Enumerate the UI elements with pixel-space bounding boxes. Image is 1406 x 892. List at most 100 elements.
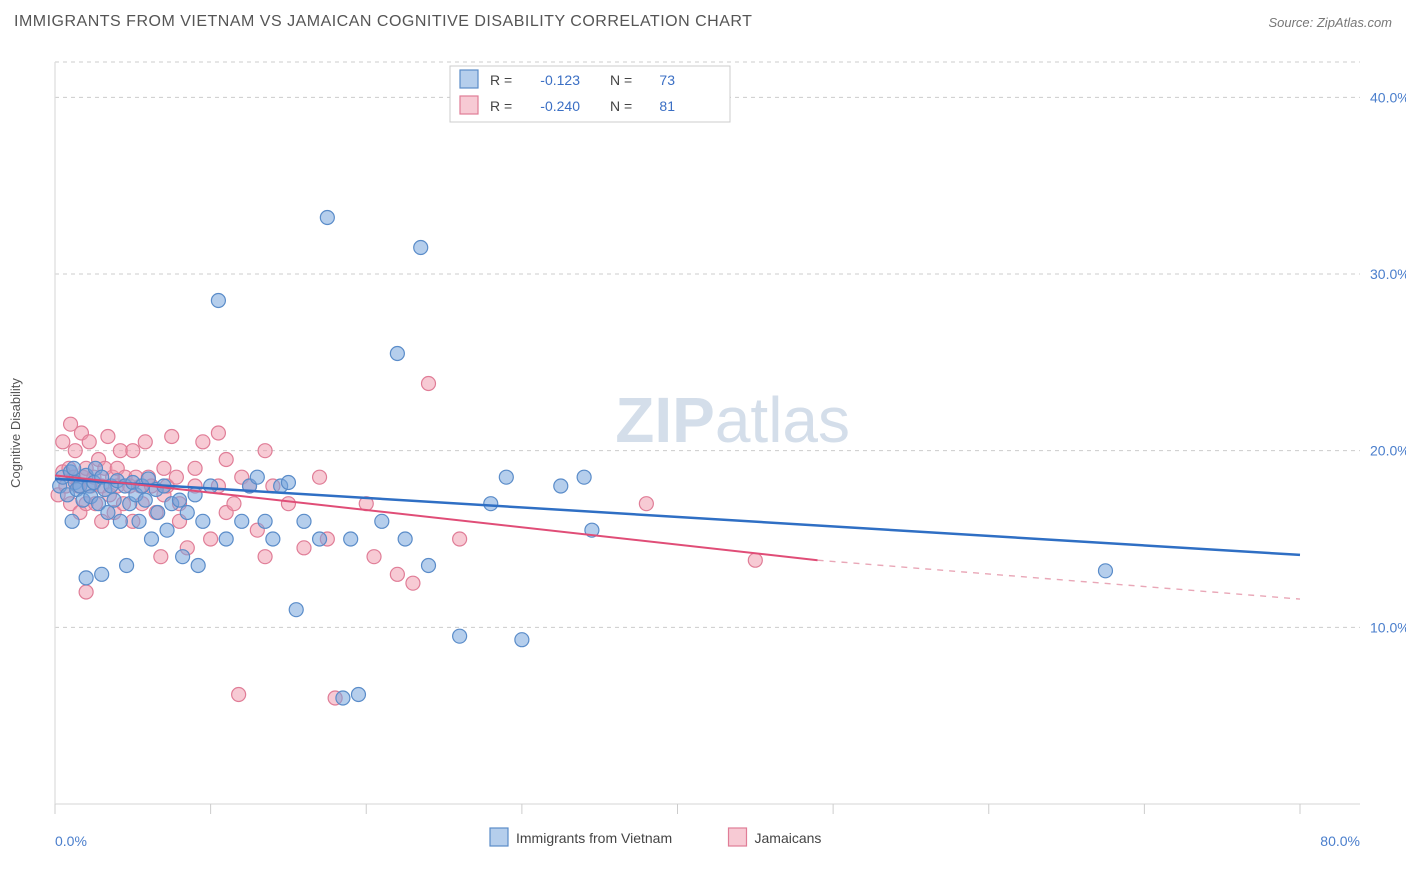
data-point-pink bbox=[79, 585, 93, 599]
legend-series-label: Immigrants from Vietnam bbox=[516, 830, 672, 846]
data-point-blue bbox=[515, 633, 529, 647]
scatter-chart: 10.0% 20.0% 30.0% 40.0% 0.0% 80.0% Cognitive D… bbox=[0, 44, 1406, 892]
data-point-blue bbox=[95, 567, 109, 581]
y-tick-label: 10.0% bbox=[1370, 619, 1406, 635]
data-point-blue bbox=[422, 559, 436, 573]
legend-n-value: 81 bbox=[659, 98, 675, 114]
data-point-blue bbox=[107, 493, 121, 507]
data-point-pink bbox=[211, 426, 225, 440]
data-point-blue bbox=[138, 493, 152, 507]
data-point-pink bbox=[367, 550, 381, 564]
data-point-pink bbox=[422, 377, 436, 391]
data-point-blue bbox=[250, 470, 264, 484]
data-point-blue bbox=[151, 506, 165, 520]
data-point-blue bbox=[113, 514, 127, 528]
data-point-blue bbox=[79, 571, 93, 585]
legend-swatch bbox=[729, 828, 747, 846]
legend-n-label: N = bbox=[610, 98, 632, 114]
legend-series-label: Jamaicans bbox=[755, 830, 822, 846]
legend-swatch bbox=[490, 828, 508, 846]
data-point-blue bbox=[176, 550, 190, 564]
watermark: ZIPatlas bbox=[615, 384, 850, 456]
data-point-blue bbox=[1098, 564, 1112, 578]
data-point-pink bbox=[227, 497, 241, 511]
data-point-blue bbox=[297, 514, 311, 528]
legend-r-value: -0.123 bbox=[540, 72, 580, 88]
data-point-blue bbox=[219, 532, 233, 546]
data-point-blue bbox=[484, 497, 498, 511]
data-point-blue bbox=[398, 532, 412, 546]
data-point-blue bbox=[351, 687, 365, 701]
y-tick-label: 30.0% bbox=[1370, 266, 1406, 282]
svg-text:ZIPatlas: ZIPatlas bbox=[615, 384, 850, 456]
legend-r-label: R = bbox=[490, 72, 512, 88]
data-point-pink bbox=[313, 470, 327, 484]
data-point-pink bbox=[219, 453, 233, 467]
data-point-blue bbox=[344, 532, 358, 546]
data-point-blue bbox=[289, 603, 303, 617]
data-point-pink bbox=[258, 444, 272, 458]
data-point-pink bbox=[154, 550, 168, 564]
data-point-blue bbox=[266, 532, 280, 546]
data-point-blue bbox=[180, 506, 194, 520]
data-point-blue bbox=[235, 514, 249, 528]
data-point-pink bbox=[258, 550, 272, 564]
data-point-blue bbox=[336, 691, 350, 705]
data-point-pink bbox=[281, 497, 295, 511]
data-point-pink bbox=[196, 435, 210, 449]
x-tick-label: 0.0% bbox=[55, 833, 87, 849]
data-point-blue bbox=[499, 470, 513, 484]
data-point-blue bbox=[160, 523, 174, 537]
data-point-pink bbox=[406, 576, 420, 590]
data-point-blue bbox=[196, 514, 210, 528]
y-tick-label: 40.0% bbox=[1370, 89, 1406, 105]
data-point-pink bbox=[165, 430, 179, 444]
legend-r-value: -0.240 bbox=[540, 98, 580, 114]
data-point-blue bbox=[390, 347, 404, 361]
data-point-blue bbox=[67, 461, 81, 475]
data-point-pink bbox=[748, 553, 762, 567]
data-point-pink bbox=[157, 461, 171, 475]
data-point-pink bbox=[101, 430, 115, 444]
data-point-blue bbox=[120, 559, 134, 573]
data-point-pink bbox=[138, 435, 152, 449]
data-point-blue bbox=[375, 514, 389, 528]
legend-n-label: N = bbox=[610, 72, 632, 88]
page-title: IMMIGRANTS FROM VIETNAM VS JAMAICAN COGN… bbox=[14, 13, 752, 31]
data-point-pink bbox=[232, 687, 246, 701]
data-point-blue bbox=[453, 629, 467, 643]
data-point-pink bbox=[639, 497, 653, 511]
data-point-pink bbox=[453, 532, 467, 546]
data-point-blue bbox=[132, 514, 146, 528]
data-point-pink bbox=[204, 532, 218, 546]
data-point-pink bbox=[126, 444, 140, 458]
y-axis-title: Cognitive Disability bbox=[8, 378, 23, 488]
data-point-blue bbox=[320, 210, 334, 224]
data-point-pink bbox=[390, 567, 404, 581]
legend-swatch bbox=[460, 96, 478, 114]
data-point-blue bbox=[554, 479, 568, 493]
data-point-blue bbox=[313, 532, 327, 546]
legend-swatch bbox=[460, 70, 478, 88]
data-point-pink bbox=[56, 435, 70, 449]
data-point-blue bbox=[258, 514, 272, 528]
data-point-pink bbox=[169, 470, 183, 484]
y-tick-label: 20.0% bbox=[1370, 443, 1406, 459]
data-point-blue bbox=[144, 532, 158, 546]
data-point-blue bbox=[173, 493, 187, 507]
chart-container: 10.0% 20.0% 30.0% 40.0% 0.0% 80.0% Cognitive D… bbox=[0, 44, 1406, 892]
legend-r-label: R = bbox=[490, 98, 512, 114]
data-point-blue bbox=[577, 470, 591, 484]
data-point-pink bbox=[297, 541, 311, 555]
data-point-pink bbox=[188, 461, 202, 475]
data-point-blue bbox=[204, 479, 218, 493]
data-point-blue bbox=[414, 241, 428, 255]
data-point-pink bbox=[82, 435, 96, 449]
legend-n-value: 73 bbox=[659, 72, 675, 88]
x-tick-label: 80.0% bbox=[1320, 833, 1360, 849]
data-point-blue bbox=[211, 294, 225, 308]
trend-line-pink-dashed bbox=[818, 560, 1300, 599]
data-point-blue bbox=[65, 514, 79, 528]
source-label: Source: ZipAtlas.com bbox=[1268, 15, 1392, 30]
data-point-pink bbox=[68, 444, 82, 458]
